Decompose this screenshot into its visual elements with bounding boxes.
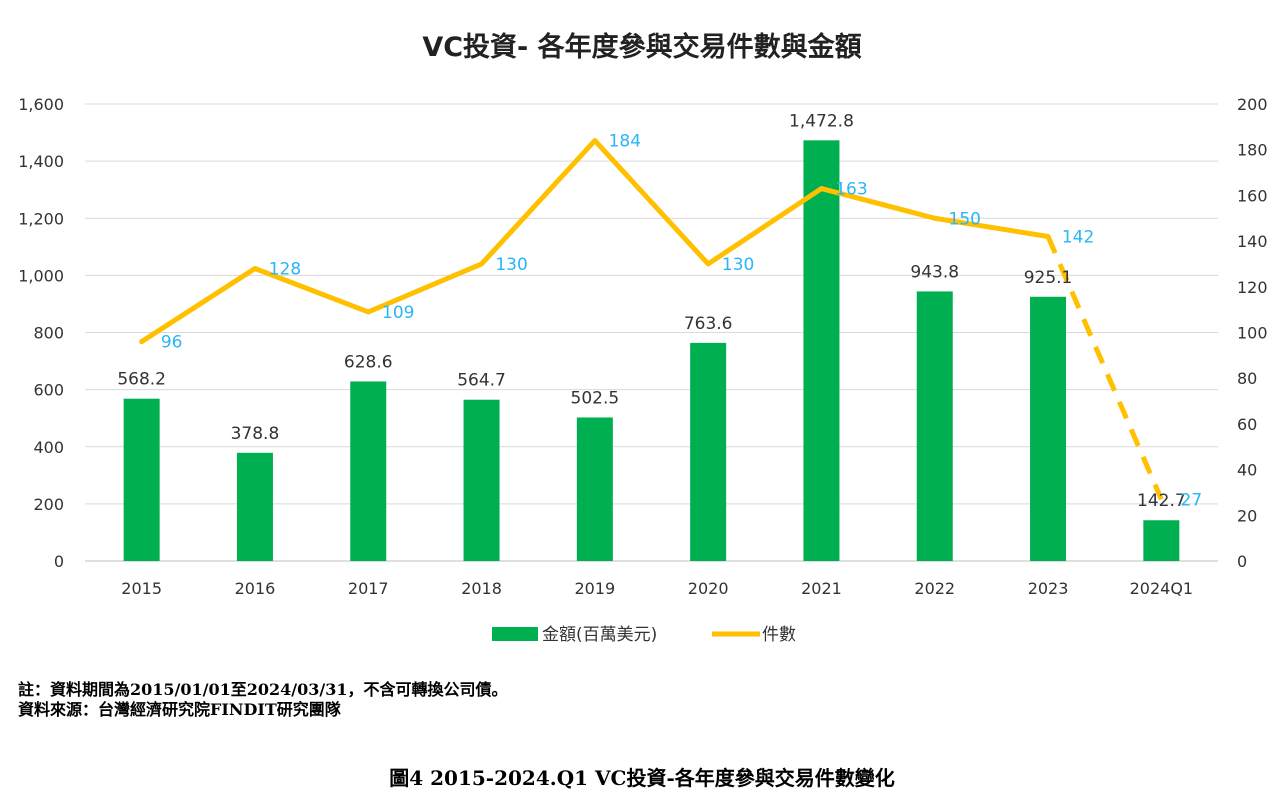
y-left-tick-label: 0 xyxy=(54,552,64,571)
line-series xyxy=(139,138,1164,501)
x-tick-label: 2020 xyxy=(688,579,729,598)
x-tick-label: 2023 xyxy=(1028,579,1069,598)
x-tick-label: 2017 xyxy=(348,579,389,598)
bar-value-label: 564.7 xyxy=(457,371,506,391)
legend-label-bar: 金額(百萬美元) xyxy=(542,625,657,645)
bar xyxy=(236,452,273,561)
y-left-tick-label: 800 xyxy=(33,324,64,343)
x-tick-label: 2016 xyxy=(235,579,276,598)
chart: VC投資- 各年度參與交易件數與金額 568.2378.8628.6564.75… xyxy=(18,31,1267,645)
x-tick-label: 2022 xyxy=(914,579,955,598)
bar xyxy=(1030,296,1067,561)
data-labels: 568.2 378.8 628.6 564.7 502.5 763.6 1,472.8 943… xyxy=(117,111,1202,511)
footnote-period: 註：資料期間為2015/01/01至2024/03/31，不含可轉換公司債。 xyxy=(18,680,508,699)
y-left-tick-label: 200 xyxy=(33,495,64,514)
y-right-tick-label: 60 xyxy=(1237,415,1257,434)
x-tick-label: 2021 xyxy=(801,579,842,598)
line-value-label: 163 xyxy=(835,180,867,200)
figure-caption: 圖4 2015-2024.Q1 VC投資-各年度參與交易件數變化 xyxy=(389,766,895,790)
bar xyxy=(1143,520,1180,561)
y-right-tick-label: 0 xyxy=(1237,552,1247,571)
y-left-tick-label: 1,000 xyxy=(18,266,64,285)
line-value-label: 128 xyxy=(269,260,301,280)
line-solid xyxy=(139,138,1051,345)
line-value-label: 109 xyxy=(382,303,414,323)
y-right-tick-label: 120 xyxy=(1237,278,1268,297)
bar xyxy=(916,291,953,561)
bar xyxy=(803,140,840,562)
y-left-tick-label: 400 xyxy=(33,438,64,457)
y-right-tick-label: 100 xyxy=(1237,324,1268,343)
bar-series xyxy=(123,140,1180,562)
legend: 金額(百萬美元) 件數 xyxy=(492,625,796,645)
y-right-tick-label: 20 xyxy=(1237,506,1257,525)
line-value-label: 150 xyxy=(949,209,981,229)
y-left-tick-label: 600 xyxy=(33,381,64,400)
y-right-tick-label: 180 xyxy=(1237,141,1268,160)
legend-swatch-bar xyxy=(492,627,538,641)
bar-value-label: 763.6 xyxy=(684,314,733,334)
line-value-label: 142 xyxy=(1062,228,1094,248)
bar xyxy=(690,342,727,561)
x-tick-label: 2024Q1 xyxy=(1130,579,1194,598)
bar-value-label: 943.8 xyxy=(910,262,959,282)
line-value-label: 130 xyxy=(722,255,754,275)
x-tick-label: 2018 xyxy=(461,579,502,598)
line-dashed-segment xyxy=(1045,235,1164,501)
chart-title: VC投資- 各年度參與交易件數與金額 xyxy=(422,31,861,63)
bar-value-label: 502.5 xyxy=(571,388,620,408)
y-left-tick-label: 1,400 xyxy=(18,152,64,171)
x-tick-label: 2015 xyxy=(121,579,162,598)
y-right-tick-label: 160 xyxy=(1237,186,1268,205)
y-right-tick-label: 200 xyxy=(1237,95,1268,114)
axes: 0 200 400 600 800 1,000 1,200 1,400 1,600 0 20 40 60… xyxy=(18,95,1267,598)
y-right-tick-label: 140 xyxy=(1237,232,1268,251)
bar-value-label: 1,472.8 xyxy=(789,111,854,131)
y-left-tick-label: 1,600 xyxy=(18,95,64,114)
footnote-source: 資料來源：台灣經濟研究院FINDIT研究團隊 xyxy=(18,700,341,719)
line-value-label: 96 xyxy=(161,333,183,353)
bar-value-label: 925.1 xyxy=(1024,268,1073,288)
y-left-tick-label: 1,200 xyxy=(18,209,64,228)
line-value-label: 184 xyxy=(609,132,641,152)
bar xyxy=(123,398,160,561)
bar-value-label: 142.7 xyxy=(1137,491,1186,511)
bar xyxy=(463,399,500,561)
line-value-label: 130 xyxy=(495,255,527,275)
bar xyxy=(576,417,613,561)
legend-label-line: 件數 xyxy=(762,625,796,645)
y-right-tick-label: 40 xyxy=(1237,461,1257,480)
bar xyxy=(350,381,387,561)
x-tick-label: 2019 xyxy=(574,579,615,598)
bar-value-label: 628.6 xyxy=(344,352,393,372)
y-right-tick-label: 80 xyxy=(1237,369,1257,388)
line-value-label: 27 xyxy=(1181,490,1203,510)
bar-value-label: 568.2 xyxy=(117,370,166,390)
bar-value-label: 378.8 xyxy=(231,424,280,444)
